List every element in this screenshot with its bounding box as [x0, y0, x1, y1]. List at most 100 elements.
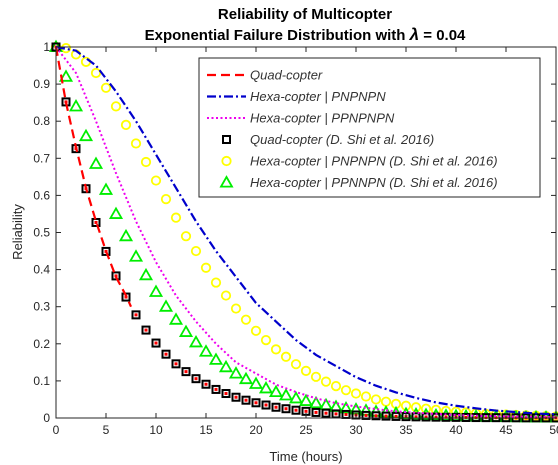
circle-marker [250, 325, 262, 336]
triangle-marker [88, 156, 104, 169]
y-tick-label: 0 [43, 411, 50, 425]
x-tick-label: 25 [299, 423, 313, 437]
circle-marker [370, 394, 382, 405]
triangle-marker [188, 335, 204, 348]
square-marker-core [274, 405, 278, 409]
x-tick-label: 50 [549, 423, 558, 437]
square-marker [181, 367, 191, 377]
y-tick-label: 1 [43, 40, 50, 54]
square-marker-core [314, 410, 318, 414]
legend-label: Hexa-copter | PPNNPN (D. Shi et al. 2016… [250, 175, 498, 190]
square-marker [361, 410, 371, 420]
x-tick-label: 30 [349, 423, 363, 437]
square-marker [371, 411, 381, 421]
triangle-marker [108, 206, 124, 219]
square-marker [211, 384, 221, 394]
triangle-marker [138, 267, 154, 281]
square-marker [291, 405, 301, 415]
square-marker [131, 310, 141, 320]
x-tick-label: 35 [399, 423, 413, 437]
square-marker-core [344, 412, 348, 416]
circle-marker [140, 156, 152, 168]
x-tick-label: 0 [53, 423, 60, 437]
circle-marker [100, 82, 112, 93]
triangle-marker [128, 249, 144, 262]
y-axis-label: Reliability [10, 204, 25, 260]
x-tick-label: 10 [149, 423, 163, 437]
circle-marker [320, 376, 332, 387]
circle-marker [310, 371, 322, 382]
circle-marker [280, 351, 292, 362]
y-tick-label: 0.3 [33, 300, 50, 314]
square-marker [411, 412, 421, 422]
square-marker [101, 246, 111, 256]
square-marker-core [114, 274, 118, 278]
triangle-marker [148, 284, 164, 297]
triangle-marker [118, 228, 134, 242]
square-marker-core [374, 414, 378, 418]
square-marker-core [424, 415, 428, 419]
square-marker-core [394, 414, 398, 418]
circle-marker [170, 212, 182, 223]
square-marker [191, 374, 201, 384]
square-marker [461, 412, 471, 422]
circle-marker [220, 290, 232, 301]
square-marker-core [164, 352, 168, 356]
legend-entries: Quad-copter Hexa-copter | PNPNPN Hexa-copt… [207, 68, 498, 190]
y-tick-label: 0.4 [33, 263, 50, 277]
legend-label: Hexa-copter | PNPNPN [250, 89, 386, 104]
y-tick-label: 0.6 [33, 188, 50, 202]
legend-label: Quad-copter (D. Shi et al. 2016) [250, 132, 434, 147]
triangle-marker [248, 376, 264, 389]
square-marker [171, 359, 181, 369]
square-marker [391, 411, 401, 421]
legend-entry: Hexa-copter | PNPNPN [207, 89, 386, 104]
square-marker-core [194, 377, 198, 381]
series-4 [50, 41, 558, 422]
y-tick-label: 0.1 [33, 374, 50, 388]
square-marker [161, 349, 171, 359]
circle-marker [90, 67, 102, 79]
square-marker [331, 409, 341, 419]
square-marker-core [224, 392, 228, 396]
x-axis-label: Time (hours) [269, 449, 342, 464]
square-marker-core [184, 370, 188, 374]
circle-marker [150, 175, 162, 186]
chart-title-line1: Reliability of Multicopter [218, 6, 392, 23]
circle-marker [200, 262, 212, 273]
triangle-marker [208, 352, 224, 365]
circle-marker [330, 380, 342, 392]
chart-title-line2: Exponential Failure Distribution with λ … [145, 25, 466, 44]
square-marker [222, 135, 231, 144]
square-marker-core [174, 362, 178, 366]
square-marker [261, 400, 271, 410]
circle-marker [130, 138, 142, 149]
circle-marker [290, 359, 302, 370]
triangle-marker [98, 182, 114, 195]
x-tick-label: 45 [499, 423, 513, 437]
circle-marker [410, 402, 422, 413]
legend-entry: Hexa-copter | PNPNPN (D. Shi et al. 2016… [221, 154, 498, 169]
circle-marker [180, 231, 192, 242]
series-line [55, 46, 557, 419]
legend-entry: Quad-copter (D. Shi et al. 2016) [222, 132, 434, 147]
circle-marker [270, 344, 282, 355]
square-marker-core [414, 415, 418, 419]
square-marker [231, 392, 241, 402]
square-marker-core [154, 341, 158, 345]
square-marker [111, 271, 121, 281]
legend-label: Hexa-copter | PPNPNPN [250, 111, 395, 126]
square-marker-core [144, 328, 148, 332]
circle-marker [210, 277, 222, 288]
square-marker-core [304, 409, 308, 413]
triangle-marker [298, 393, 314, 406]
triangle-marker [238, 371, 254, 385]
legend-entry: Quad-copter [207, 68, 323, 83]
legend: Quad-copter Hexa-copter | PNPNPN Hexa-copt… [198, 57, 541, 198]
square-marker-core [294, 408, 298, 412]
triangle-marker [218, 359, 234, 373]
triangle-marker [58, 69, 74, 82]
square-marker-core [244, 398, 248, 402]
circle-marker [110, 101, 122, 112]
